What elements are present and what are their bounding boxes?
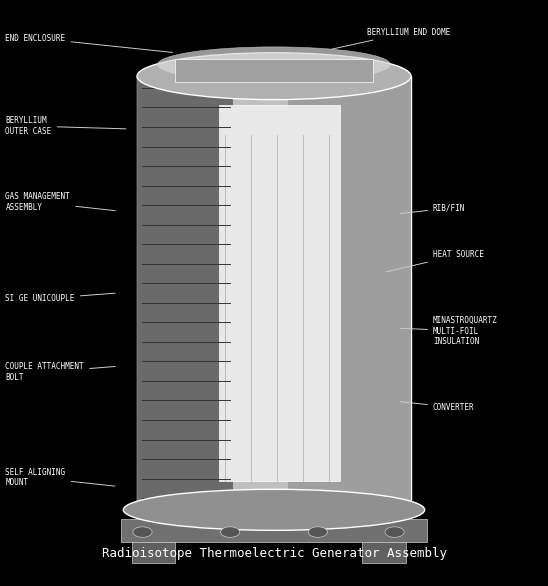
Text: BERYLLIUM
OUTER CASE: BERYLLIUM OUTER CASE (5, 116, 126, 136)
Bar (288, 76, 411, 510)
Ellipse shape (308, 527, 327, 537)
Text: CONVERTER: CONVERTER (400, 401, 475, 412)
Bar (362, 542, 406, 563)
Bar (121, 519, 427, 542)
Bar (137, 76, 233, 510)
Ellipse shape (385, 527, 404, 537)
Bar (137, 76, 411, 510)
Text: Radioisotope Thermoelectric Generator Assembly: Radioisotope Thermoelectric Generator As… (101, 547, 447, 560)
Text: END ENCLOSURE: END ENCLOSURE (5, 33, 173, 53)
Text: HEAT SOURCE: HEAT SOURCE (386, 250, 484, 272)
Text: GAS MANAGEMENT
ASSEMBLY: GAS MANAGEMENT ASSEMBLY (5, 192, 115, 212)
Text: COUPLE ATTACHMENT
BOLT: COUPLE ATTACHMENT BOLT (5, 362, 115, 382)
Ellipse shape (133, 527, 152, 537)
Text: MINASTROQUARTZ
MULTI-FOIL
INSULATION: MINASTROQUARTZ MULTI-FOIL INSULATION (400, 316, 498, 346)
Text: BERYLLIUM END DOME: BERYLLIUM END DOME (332, 28, 450, 49)
Ellipse shape (220, 527, 240, 537)
Text: SELF ALIGNING
MOUNT: SELF ALIGNING MOUNT (5, 468, 115, 488)
Ellipse shape (158, 47, 390, 82)
Bar (132, 542, 175, 563)
Ellipse shape (123, 489, 425, 530)
Bar (219, 105, 340, 481)
Text: RIB/FIN: RIB/FIN (400, 203, 465, 213)
Bar (175, 59, 373, 82)
Ellipse shape (137, 53, 411, 100)
Text: SI GE UNICOUPLE: SI GE UNICOUPLE (5, 293, 115, 304)
